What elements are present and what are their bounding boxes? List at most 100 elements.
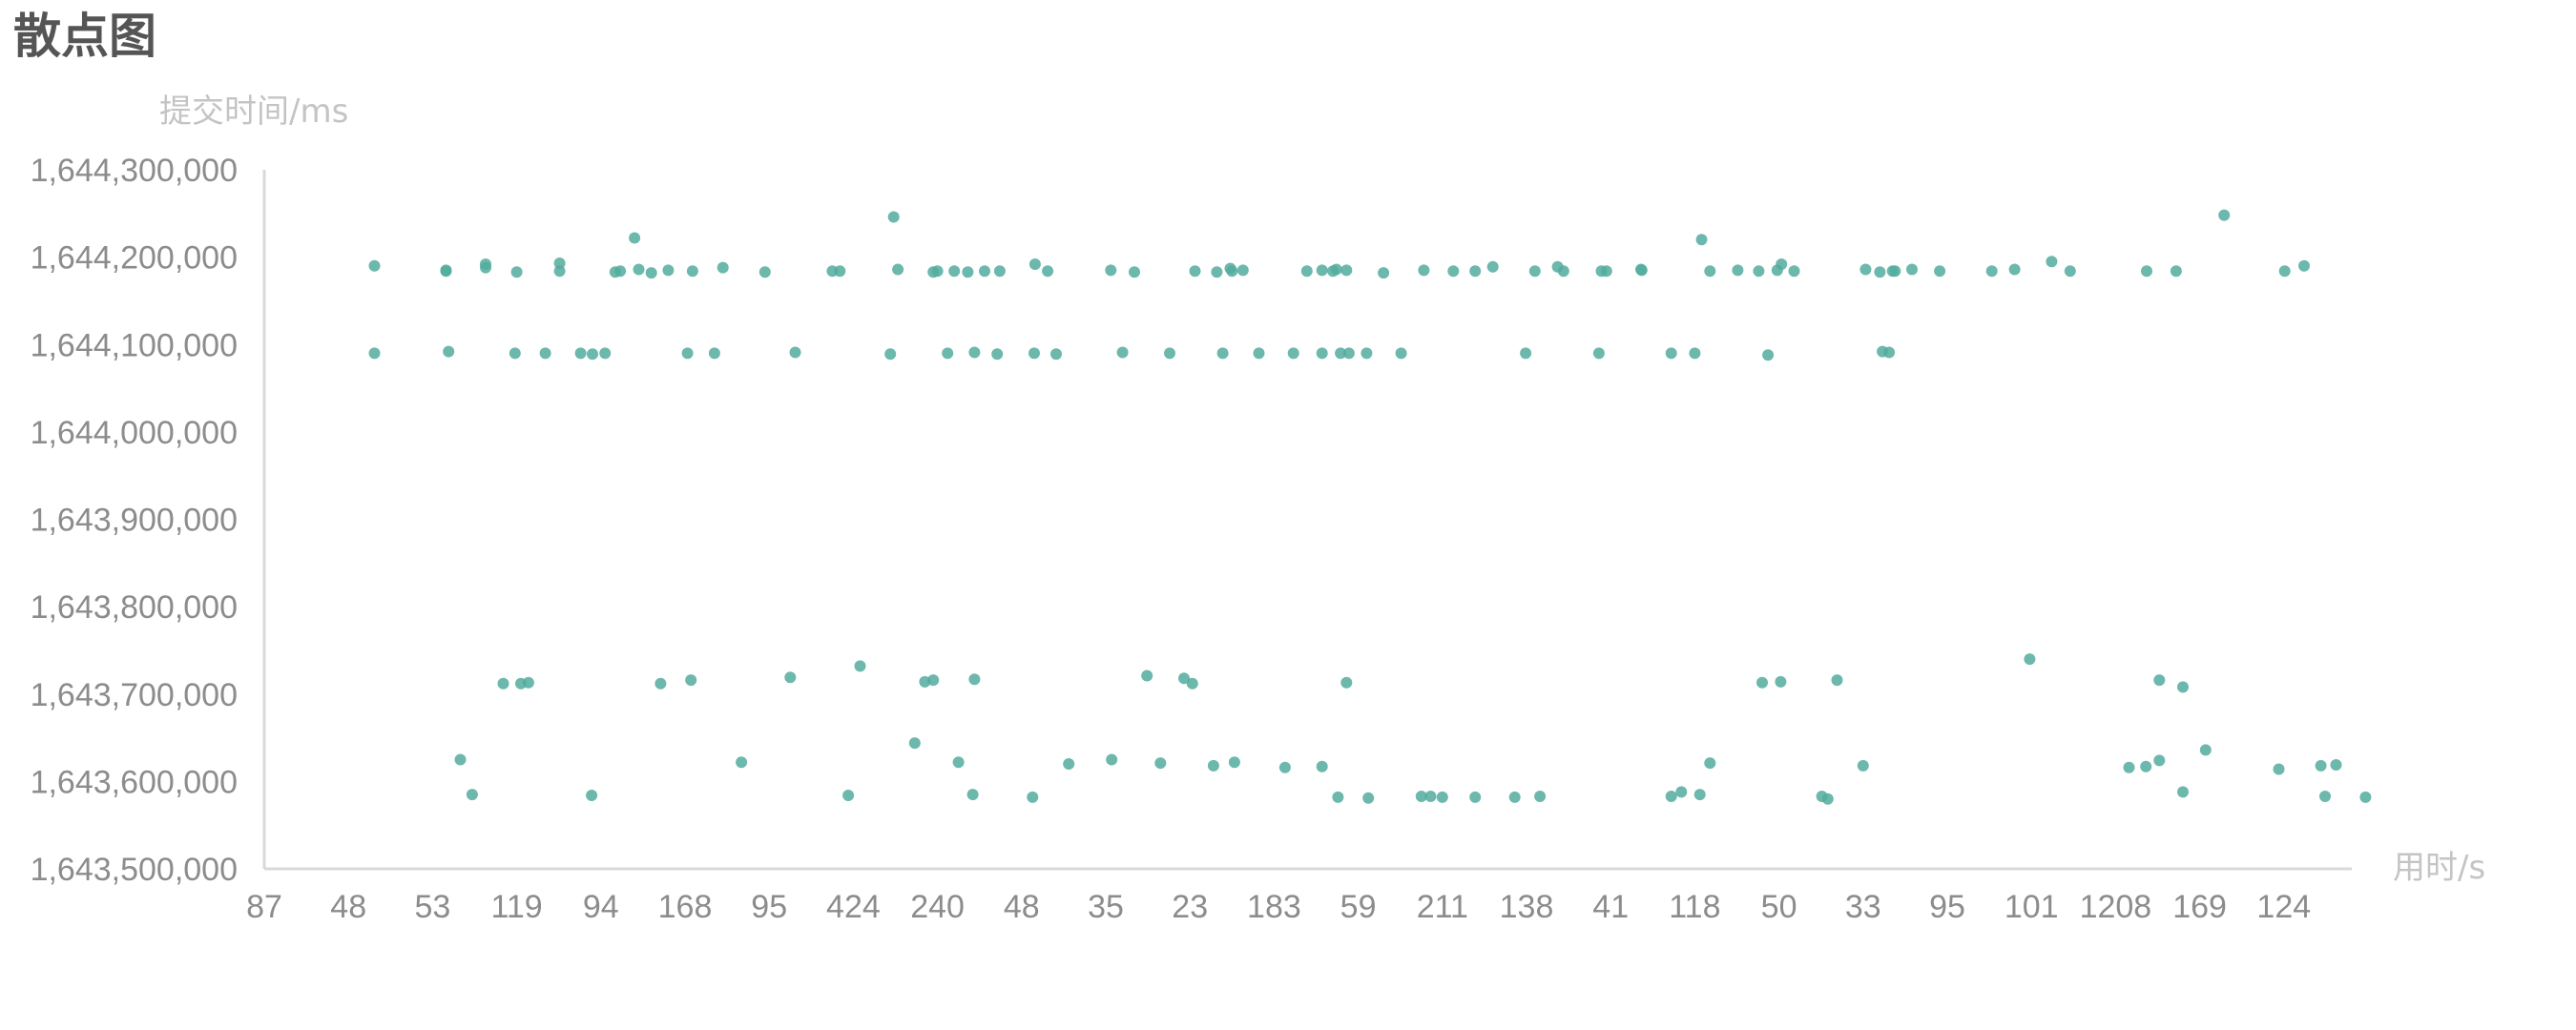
data-point[interactable]	[1164, 347, 1175, 360]
data-point[interactable]	[1129, 266, 1140, 278]
data-point[interactable]	[1693, 789, 1706, 801]
data-point[interactable]	[1189, 265, 1201, 278]
data-point[interactable]	[842, 790, 855, 801]
data-point[interactable]	[553, 258, 566, 269]
data-point[interactable]	[522, 676, 534, 689]
data-point[interactable]	[1395, 347, 1407, 360]
data-point[interactable]	[1469, 791, 1482, 803]
data-point[interactable]	[1889, 265, 1901, 278]
data-point[interactable]	[1557, 265, 1569, 278]
data-point[interactable]	[2153, 674, 2166, 687]
data-point[interactable]	[1278, 761, 1291, 773]
data-point[interactable]	[2218, 209, 2231, 221]
data-point[interactable]	[1753, 265, 1765, 278]
data-point[interactable]	[979, 265, 990, 278]
data-point[interactable]	[834, 265, 846, 278]
data-point[interactable]	[629, 232, 641, 244]
data-point[interactable]	[1316, 264, 1328, 277]
data-point[interactable]	[948, 265, 961, 278]
data-point[interactable]	[968, 346, 981, 359]
data-point[interactable]	[1436, 791, 1448, 803]
data-point[interactable]	[1327, 265, 1340, 278]
data-point[interactable]	[758, 266, 771, 278]
data-point[interactable]	[1340, 676, 1353, 689]
data-point[interactable]	[952, 756, 965, 769]
data-point[interactable]	[1859, 263, 1872, 276]
data-point[interactable]	[927, 674, 940, 687]
data-point[interactable]	[2064, 265, 2076, 278]
data-point[interactable]	[1934, 265, 1946, 278]
data-point[interactable]	[1027, 791, 1039, 803]
data-point[interactable]	[2298, 259, 2310, 272]
data-point[interactable]	[510, 266, 523, 278]
data-point[interactable]	[1211, 266, 1223, 278]
data-point[interactable]	[1300, 265, 1313, 278]
data-point[interactable]	[2278, 265, 2291, 278]
data-point[interactable]	[1776, 258, 1788, 270]
data-point[interactable]	[662, 264, 675, 277]
data-point[interactable]	[553, 265, 566, 278]
data-point[interactable]	[2273, 763, 2285, 775]
data-point[interactable]	[633, 263, 645, 276]
data-point[interactable]	[1689, 347, 1701, 360]
data-point[interactable]	[927, 266, 940, 278]
data-point[interactable]	[1756, 676, 1768, 689]
data-point[interactable]	[1831, 674, 1843, 687]
data-point[interactable]	[1595, 265, 1608, 278]
data-point[interactable]	[1063, 758, 1075, 770]
data-point[interactable]	[1665, 791, 1677, 802]
data-point[interactable]	[854, 660, 866, 672]
data-point[interactable]	[1236, 264, 1249, 277]
data-point[interactable]	[1534, 791, 1547, 802]
data-point[interactable]	[1342, 347, 1355, 360]
data-point[interactable]	[1906, 263, 1918, 276]
data-point[interactable]	[645, 267, 657, 279]
data-point[interactable]	[587, 348, 598, 360]
data-point[interactable]	[966, 789, 979, 801]
data-point[interactable]	[1816, 791, 1828, 802]
data-point[interactable]	[368, 347, 381, 360]
data-point[interactable]	[991, 348, 1004, 360]
data-point[interactable]	[717, 261, 729, 274]
data-point[interactable]	[1216, 347, 1229, 360]
data-point[interactable]	[574, 347, 587, 360]
data-point[interactable]	[686, 265, 698, 278]
data-point[interactable]	[1228, 756, 1240, 769]
data-point[interactable]	[1788, 265, 1800, 278]
data-point[interactable]	[1675, 786, 1688, 798]
data-point[interactable]	[1316, 760, 1328, 772]
data-point[interactable]	[962, 266, 974, 278]
data-point[interactable]	[993, 265, 1006, 278]
data-point[interactable]	[1857, 759, 1869, 772]
data-point[interactable]	[784, 671, 797, 684]
data-point[interactable]	[586, 790, 598, 801]
data-point[interactable]	[1106, 753, 1118, 766]
data-point[interactable]	[887, 211, 900, 223]
data-point[interactable]	[480, 258, 491, 270]
data-point[interactable]	[509, 347, 521, 360]
data-point[interactable]	[2177, 681, 2189, 693]
data-point[interactable]	[1520, 347, 1532, 360]
data-point[interactable]	[1335, 347, 1347, 360]
data-point[interactable]	[1028, 258, 1041, 270]
data-point[interactable]	[1378, 267, 1390, 279]
data-point[interactable]	[2024, 653, 2036, 666]
data-point[interactable]	[1141, 670, 1153, 682]
data-point[interactable]	[1665, 347, 1677, 360]
data-point[interactable]	[1775, 675, 1787, 688]
data-point[interactable]	[942, 347, 954, 360]
data-point[interactable]	[685, 674, 697, 687]
data-point[interactable]	[2140, 760, 2152, 772]
data-point[interactable]	[968, 673, 981, 686]
data-point[interactable]	[1028, 347, 1040, 360]
data-point[interactable]	[466, 789, 478, 801]
data-point[interactable]	[1883, 346, 1896, 359]
data-point[interactable]	[1362, 792, 1375, 804]
data-point[interactable]	[1874, 266, 1886, 278]
data-point[interactable]	[2199, 744, 2212, 756]
data-point[interactable]	[443, 345, 455, 358]
data-point[interactable]	[1042, 265, 1054, 278]
data-point[interactable]	[2141, 265, 2152, 278]
data-point[interactable]	[440, 265, 452, 278]
data-point[interactable]	[908, 737, 921, 750]
